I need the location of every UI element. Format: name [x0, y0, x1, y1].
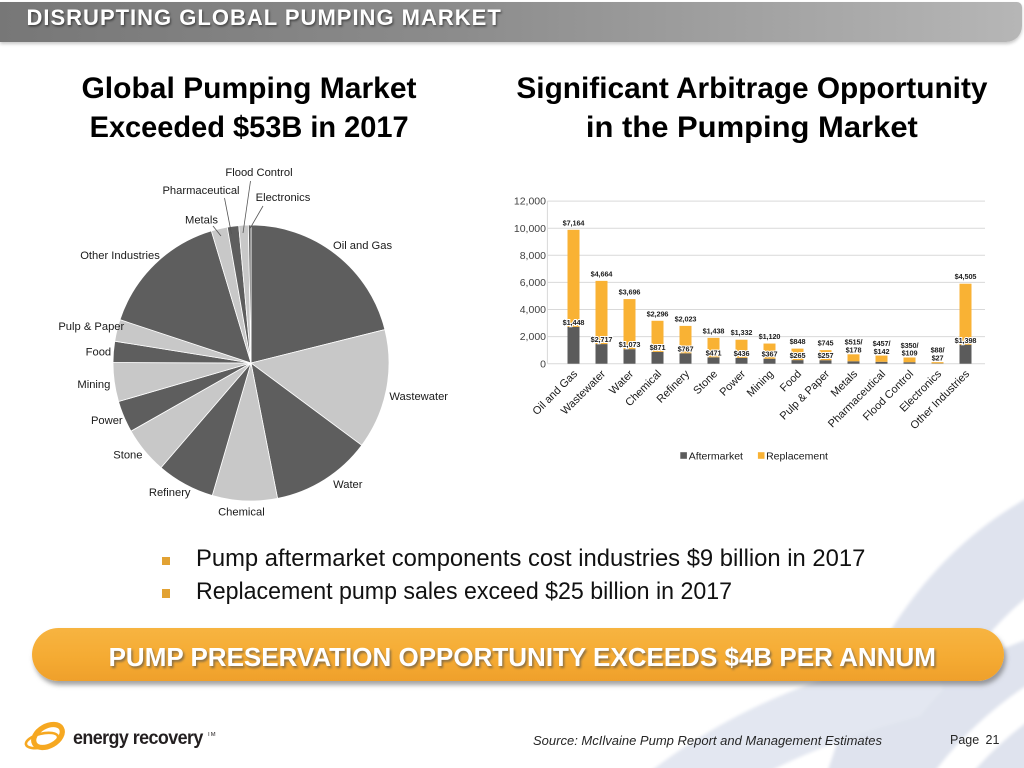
- svg-text:$27: $27: [932, 353, 944, 362]
- svg-text:2,000: 2,000: [520, 331, 546, 343]
- svg-text:$1,438: $1,438: [703, 326, 725, 335]
- svg-text:$1,332: $1,332: [731, 328, 753, 337]
- svg-text:Refinery: Refinery: [149, 487, 191, 499]
- svg-text:$4,505: $4,505: [955, 272, 977, 281]
- svg-text:8,000: 8,000: [520, 250, 546, 262]
- svg-text:$745: $745: [818, 339, 834, 348]
- svg-text:$88/: $88/: [931, 345, 945, 354]
- svg-text:$471: $471: [706, 348, 722, 357]
- svg-text:Flood Control: Flood Control: [225, 167, 292, 179]
- svg-text:$2,023: $2,023: [675, 314, 697, 323]
- svg-text:$2,717: $2,717: [591, 335, 613, 344]
- svg-text:$178: $178: [846, 346, 862, 355]
- svg-text:Power: Power: [91, 415, 123, 427]
- svg-text:Aftermarket: Aftermarket: [689, 450, 743, 462]
- svg-text:Wastewater: Wastewater: [389, 391, 448, 403]
- svg-text:$871: $871: [650, 343, 666, 352]
- svg-text:$436: $436: [734, 349, 750, 358]
- svg-text:12,000: 12,000: [514, 196, 546, 208]
- svg-text:$1,120: $1,120: [759, 332, 781, 341]
- svg-text:Water: Water: [333, 479, 363, 491]
- svg-text:$2,296: $2,296: [647, 309, 669, 318]
- svg-text:Electronics: Electronics: [256, 192, 311, 204]
- svg-text:Chemical: Chemical: [218, 507, 265, 519]
- svg-text:$257: $257: [818, 351, 834, 360]
- svg-text:$350/: $350/: [901, 341, 919, 350]
- svg-text:$3,696: $3,696: [619, 288, 641, 297]
- svg-text:4,000: 4,000: [520, 304, 546, 316]
- svg-text:Metals: Metals: [185, 215, 218, 227]
- svg-text:$457/: $457/: [873, 339, 891, 348]
- svg-text:Stone: Stone: [113, 450, 142, 462]
- svg-text:10,000: 10,000: [514, 223, 546, 235]
- svg-text:$109: $109: [902, 349, 918, 358]
- svg-text:Oil and Gas: Oil and Gas: [333, 240, 392, 252]
- svg-text:0: 0: [540, 358, 546, 370]
- svg-text:$1,448: $1,448: [563, 318, 585, 327]
- svg-text:6,000: 6,000: [520, 277, 546, 289]
- svg-text:Other Industries: Other Industries: [80, 250, 160, 262]
- svg-text:$848: $848: [790, 337, 806, 346]
- svg-text:Mining: Mining: [77, 379, 110, 391]
- svg-text:Replacement: Replacement: [766, 450, 828, 462]
- svg-text:$1,073: $1,073: [619, 340, 641, 349]
- svg-text:$4,664: $4,664: [591, 269, 614, 278]
- svg-text:$1,398: $1,398: [955, 336, 977, 345]
- svg-text:$7,164: $7,164: [563, 218, 586, 227]
- svg-text:Pulp & Paper: Pulp & Paper: [58, 321, 124, 333]
- svg-text:$515/: $515/: [845, 338, 863, 347]
- svg-text:$367: $367: [762, 350, 778, 359]
- svg-text:$142: $142: [874, 347, 890, 356]
- svg-text:Pharmaceutical: Pharmaceutical: [162, 185, 239, 197]
- svg-text:$767: $767: [678, 344, 694, 353]
- svg-text:$265: $265: [790, 351, 806, 360]
- svg-text:Food: Food: [86, 347, 112, 359]
